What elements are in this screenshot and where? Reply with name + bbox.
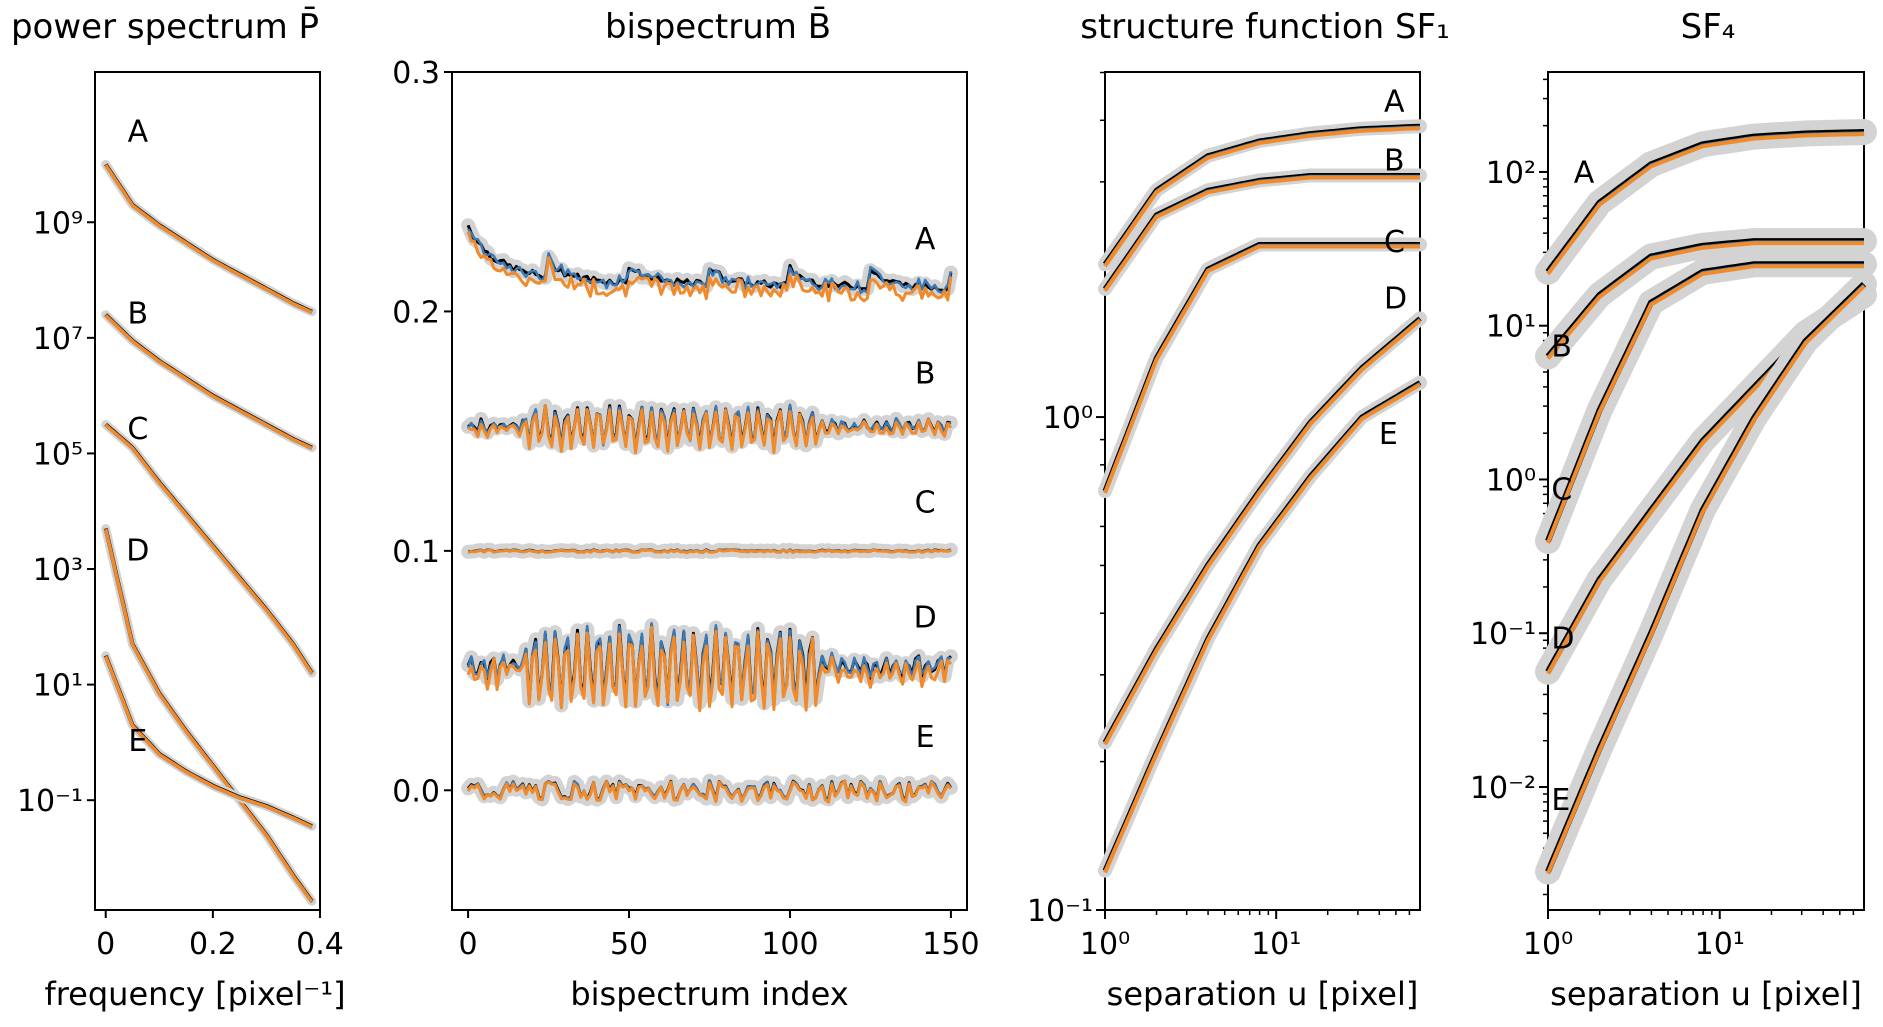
y-tick-label: 10² [1486, 156, 1536, 191]
power-spectrum-panel: power spectrum P̄ 0 0.2 0.4 10⁹ 10⁷ 10⁵ 10³ 10¹ 1… [11, 6, 346, 1013]
series-label-B: B [915, 356, 936, 391]
series-label-D: D [1551, 622, 1574, 657]
x-axis-label: separation u [pixel] [1107, 975, 1419, 1013]
series-B-orange-line [104, 313, 313, 450]
y-tick-label: 0.1 [392, 535, 440, 570]
x-tick-label: 10¹ [1695, 927, 1745, 962]
series-label-A: A [1574, 156, 1595, 191]
panel-title: structure function SF₁ [1080, 7, 1450, 47]
series-A-orange-line [1546, 132, 1865, 276]
series-B-orange-line [467, 404, 953, 455]
series-label-D: D [1384, 282, 1407, 317]
series-label-B: B [128, 296, 149, 331]
x-axis-label: bispectrum index [570, 975, 848, 1013]
series-B-orange-line [1103, 175, 1420, 293]
series-label-E: E [916, 720, 935, 755]
y-tick-label: 10⁷ [33, 322, 83, 357]
series-label-D: D [126, 533, 149, 568]
series-label-B: B [1384, 144, 1405, 179]
series-label-D: D [914, 600, 937, 635]
x-tick-label: 100 [761, 927, 818, 962]
axes-frame [94, 71, 321, 911]
series-E-truth-line [1102, 380, 1422, 872]
y-tick-label: 10⁹ [33, 206, 83, 241]
series-label-A: A [128, 114, 149, 149]
series-E-orange-line [104, 655, 313, 829]
y-tick-label: 10⁻¹ [1027, 894, 1093, 929]
series-A-band [101, 160, 317, 317]
series-D-orange-line [466, 625, 953, 713]
series-label-A: A [915, 222, 936, 257]
series-D-orange-line [103, 528, 314, 903]
series-E-blue-line [1103, 382, 1421, 873]
series-label-E: E [128, 724, 147, 759]
panel-title: power spectrum P̄ [11, 6, 319, 47]
series-label-C: C [127, 412, 148, 447]
y-tick-label: 10³ [33, 553, 83, 588]
series-A-blue-line [104, 164, 313, 315]
series-label-C: C [1551, 472, 1572, 507]
series-E-orange-line [466, 779, 952, 804]
series-C-orange-line [1103, 244, 1420, 494]
series-label-B: B [1551, 329, 1572, 364]
series-E-band [1098, 375, 1427, 878]
series-A-orange-line [104, 164, 313, 314]
x-tick-label: 10⁰ [1523, 927, 1573, 962]
x-tick-label: 0 [96, 927, 115, 962]
y-tick-label: 10⁻¹ [1470, 617, 1536, 652]
series-A-blue-line [467, 228, 953, 295]
series-A-orange-line [1103, 126, 1421, 268]
structure-function-sf4-panel: SF₄ 10⁰ 10¹ 10² 10¹ 10⁰ 10⁻¹ 10⁻² separation u [… [1470, 7, 1877, 1013]
series-A-orange-line [466, 231, 953, 303]
series-C-orange-line [1546, 264, 1864, 544]
y-tick-label: 10¹ [33, 669, 83, 704]
x-tick-label: 50 [610, 927, 648, 962]
y-tick-label: 0.2 [392, 295, 440, 330]
series-E-orange-line [1546, 284, 1866, 875]
series-C-orange-line [104, 423, 314, 675]
series-D-band [101, 524, 317, 906]
x-axis-label: frequency [pixel⁻¹] [44, 975, 345, 1013]
series-A-truth-line [104, 163, 313, 314]
series-B-orange-line [1546, 241, 1864, 360]
y-tick-label: 10¹ [1486, 310, 1536, 345]
y-tick-label: 10⁵ [33, 437, 83, 472]
y-tick-label: 10⁰ [1043, 401, 1093, 436]
series-C-orange-line [467, 548, 952, 555]
x-tick-label: 150 [922, 927, 979, 962]
x-tick-label: 0.4 [296, 927, 344, 962]
y-tick-label: 0.0 [392, 774, 440, 809]
y-tick-label: 10⁻² [1470, 771, 1536, 806]
bispectrum-panel: bispectrum B̄ 0 50 100 150 0.0 0.1 0.2 0.3 bispec… [392, 6, 979, 1013]
series-label-E: E [1551, 783, 1570, 818]
series-D-blue-line [104, 529, 314, 904]
series-D-truth-line [103, 528, 314, 903]
series-label-C: C [915, 486, 936, 521]
panel-title: SF₄ [1681, 7, 1736, 47]
series-label-C: C [1384, 225, 1405, 260]
x-tick-label: 10¹ [1251, 927, 1301, 962]
x-tick-label: 0 [459, 927, 478, 962]
axes-frame [451, 71, 968, 911]
x-tick-label: 0.2 [189, 927, 237, 962]
axes-frame [1547, 71, 1865, 911]
y-tick-label: 10⁰ [1486, 463, 1536, 498]
series-label-A: A [1384, 84, 1405, 119]
panel-title: bispectrum B̄ [605, 6, 831, 47]
series-D-orange-line [1103, 318, 1422, 746]
x-tick-label: 10⁰ [1080, 927, 1130, 962]
y-tick-label: 0.3 [392, 56, 440, 91]
series-E-orange-line [1103, 382, 1422, 874]
x-axis-label: separation u [pixel] [1550, 975, 1862, 1013]
series-label-E: E [1379, 417, 1398, 452]
y-tick-label: 10⁻¹ [17, 784, 83, 819]
